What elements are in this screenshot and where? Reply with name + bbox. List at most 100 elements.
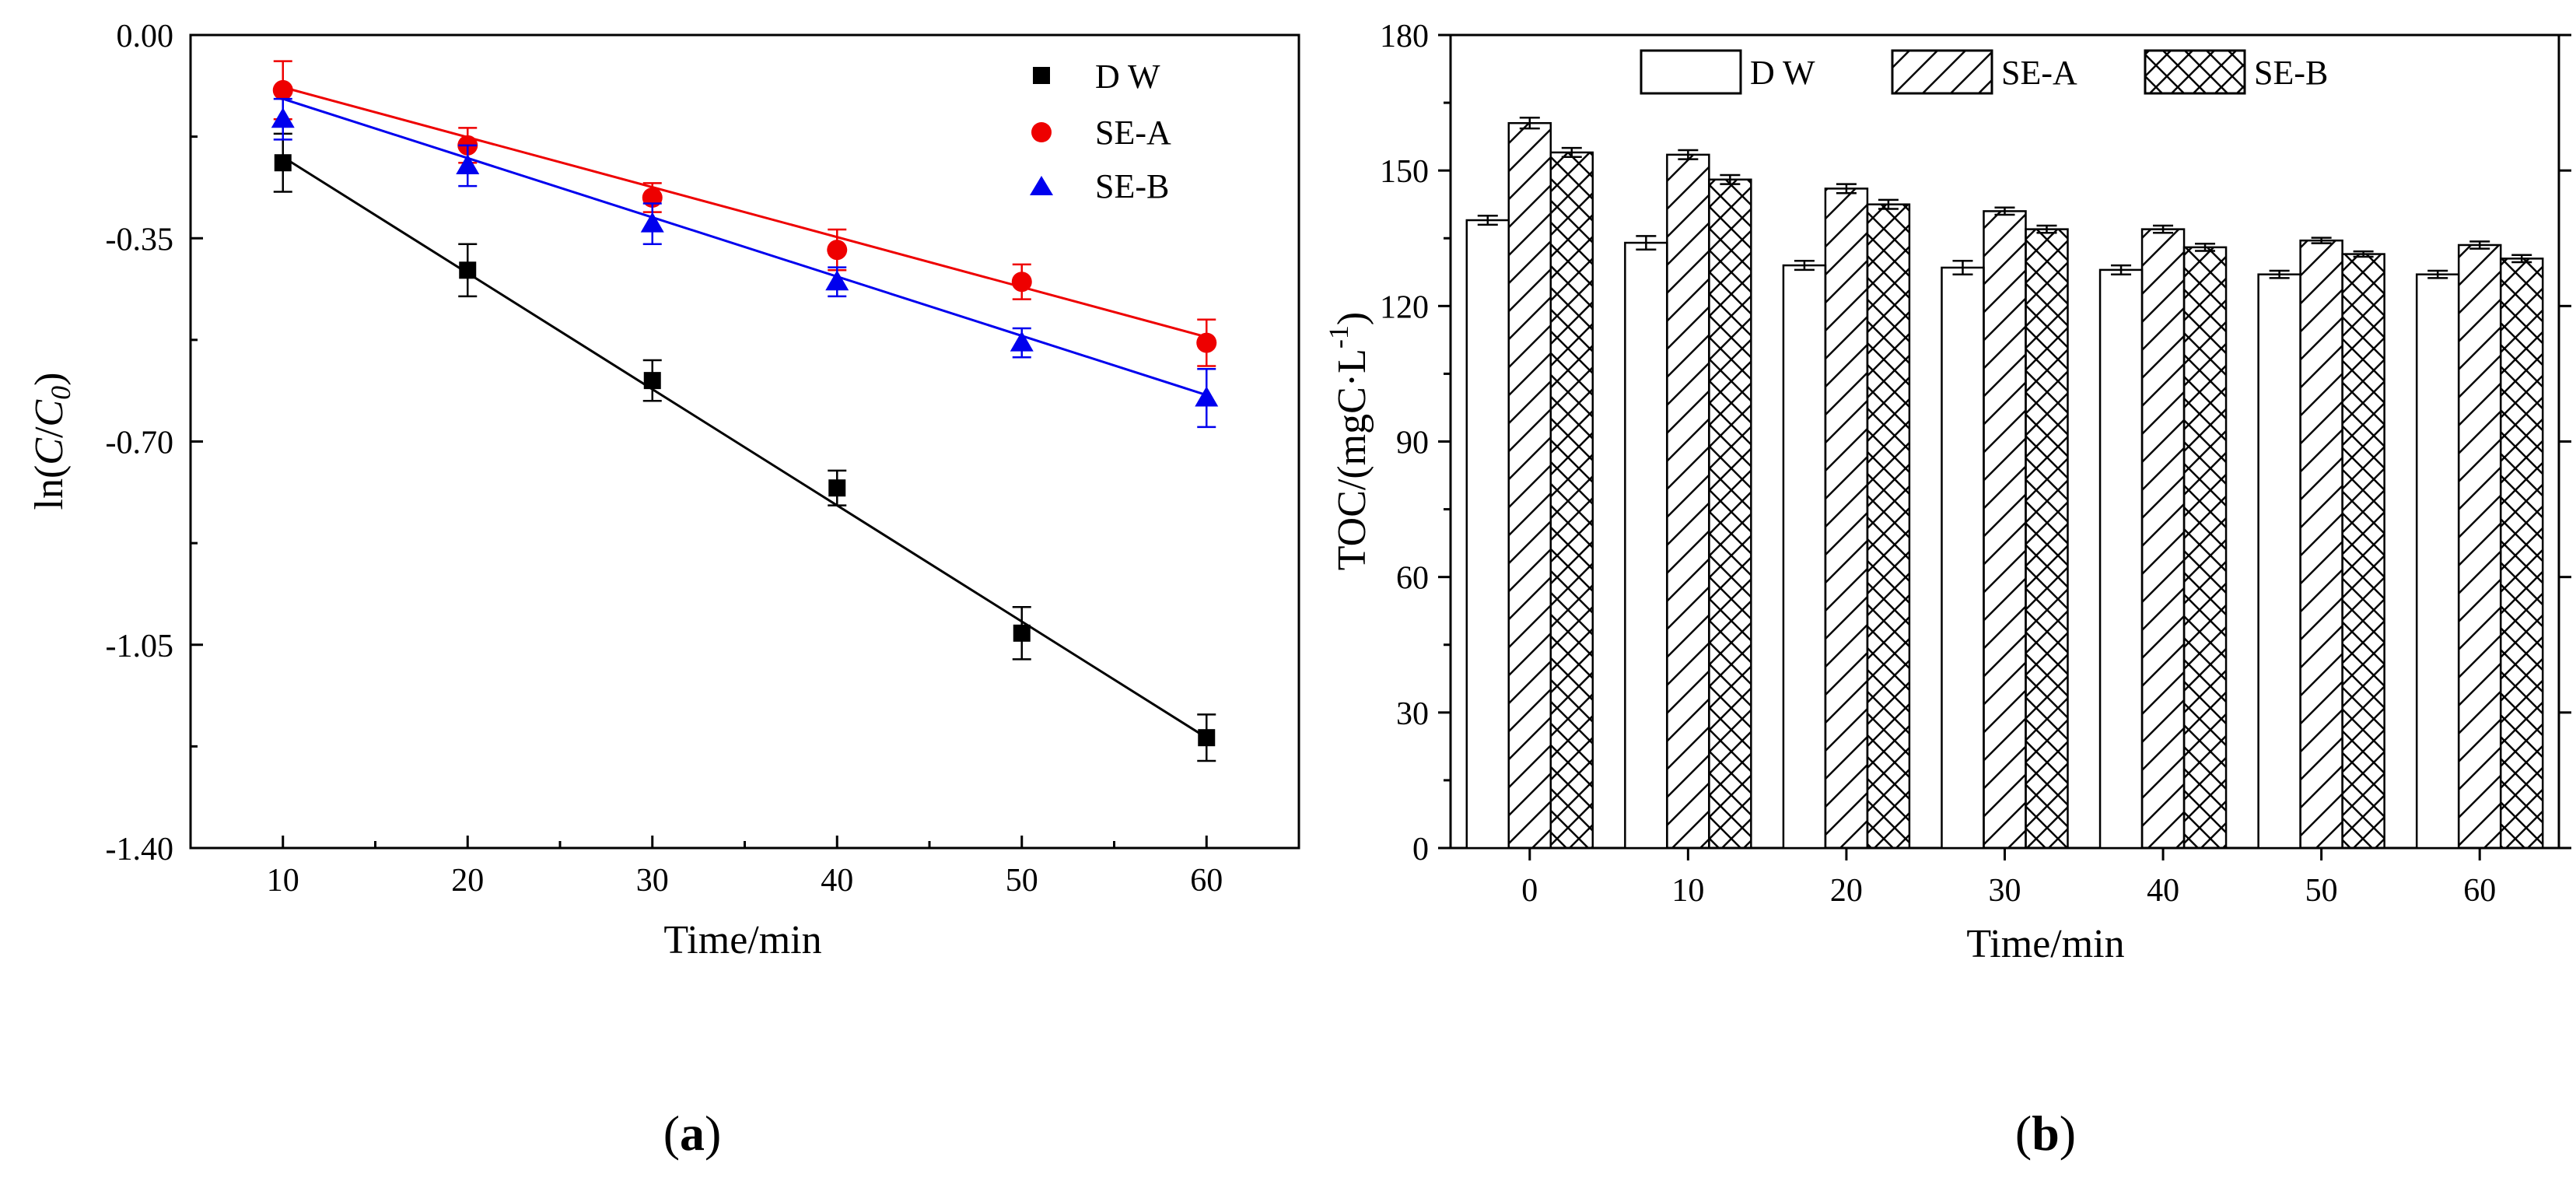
- data-point-se-b: [1010, 327, 1034, 359]
- bar-rect: [2299, 239, 2343, 850]
- bar-rect: [2499, 258, 2544, 850]
- legend-label-se-b: SE-B: [2254, 54, 2328, 92]
- chart-b-ticks: 0 10 20 30 40 50 60 0 30 60 90 120 150 180: [1380, 19, 2571, 909]
- bar-se-a: [1983, 206, 2027, 850]
- marker-square: [459, 261, 477, 279]
- chart-a-x-tick-label: 30: [636, 863, 669, 899]
- marker-circle: [827, 240, 848, 261]
- legend-label-se-a: SE-A: [1095, 114, 1171, 152]
- bar-rect: [2341, 253, 2385, 850]
- data-point-d-w: [828, 469, 847, 506]
- legend-swatch-dw: [1640, 49, 1742, 95]
- chart-a-x-tick-label: 10: [267, 863, 299, 899]
- data-point-se-b: [825, 266, 849, 298]
- bar-d-w: [2415, 269, 2460, 850]
- bar-rect: [1708, 178, 1752, 850]
- legend-swatch-se-b: [2144, 49, 2246, 95]
- data-point-d-w: [1197, 713, 1216, 762]
- bar-se-a: [1824, 183, 1869, 850]
- data-point-se-b: [456, 144, 480, 187]
- bar-d-w: [1941, 260, 1985, 850]
- chart-a-ticks: 10 20 30 40 50 60 0.00 -0.35 -0.70 -1.05 -1.40: [106, 19, 1300, 899]
- chart-b-bars: [1465, 116, 2544, 850]
- chart-b-x-tick-label: 0: [1521, 873, 1538, 909]
- fit-line-d-w: [282, 156, 1208, 739]
- chart-b-y-tick-label: 30: [1396, 696, 1429, 732]
- chart-a-frame: [189, 33, 1300, 850]
- bar-rect: [1465, 219, 1510, 850]
- marker-triangle: [825, 270, 849, 291]
- bar-rect: [2140, 228, 2186, 850]
- data-point-d-w: [458, 243, 478, 298]
- chart-a-x-tick-label: 60: [1190, 863, 1223, 899]
- bar-se-b: [1866, 198, 1911, 850]
- data-point-se-a: [827, 228, 848, 272]
- data-point-d-w: [273, 132, 292, 193]
- data-point-se-a: [1011, 263, 1032, 300]
- chart-b-y-tick-label: 60: [1396, 561, 1429, 597]
- data-point-d-w: [1012, 605, 1031, 661]
- bar-rect: [2098, 268, 2144, 850]
- legend-label-dw: D W: [1095, 58, 1160, 96]
- chart-a-y-tick-label: 0.00: [117, 19, 174, 54]
- bar-rect: [2457, 244, 2502, 850]
- chart-a-y-tick-label: -0.70: [106, 426, 174, 461]
- chart-b-y-tick-label: 180: [1380, 19, 1429, 54]
- chart-a-y-axis-title: ln(C/C0): [27, 373, 76, 510]
- legend-marker-se-b: [1030, 176, 1053, 195]
- bar-d-w: [1465, 214, 1510, 850]
- bar-se-b: [2341, 250, 2385, 850]
- fit-line-se-a: [282, 86, 1207, 338]
- chart-b-x-tick-label: 50: [2305, 873, 2338, 909]
- chart-b-x-tick-label: 30: [1989, 873, 2021, 909]
- data-point-d-w: [642, 359, 662, 402]
- chart-b: 0 10 20 30 40 50 60 0 30 60 90 120 150 180 D W SE-A S…: [1323, 19, 2571, 1161]
- bar-rect: [2025, 228, 2069, 850]
- data-point-se-b: [1195, 367, 1219, 429]
- marker-square: [828, 479, 846, 497]
- chart-b-x-tick-label: 60: [2463, 873, 2496, 909]
- chart-b-x-tick-label: 40: [2147, 873, 2179, 909]
- chart-a-y-tick-label: -1.05: [106, 629, 174, 664]
- legend-marker-se-a: [1031, 122, 1052, 142]
- bar-se-a: [2140, 224, 2186, 850]
- fit-line-se-b: [282, 97, 1207, 397]
- bar-se-b: [2499, 254, 2544, 850]
- chart-a-points: [271, 60, 1219, 762]
- marker-triangle: [271, 107, 295, 128]
- legend-label-se-b: SE-B: [1095, 167, 1169, 205]
- marker-triangle: [640, 212, 664, 233]
- panel-label-a: (a): [663, 1106, 722, 1161]
- legend-label-se-a: SE-A: [2001, 54, 2077, 92]
- panel-label-b: (b): [2015, 1106, 2076, 1161]
- chart-a-legend: D W SE-A SE-B: [1030, 58, 1171, 205]
- bar-d-w: [2098, 264, 2144, 850]
- chart-a: 10 20 30 40 50 60 0.00 -0.35 -0.70 -1.05 -1.40 D W…: [27, 19, 1300, 1161]
- chart-b-x-tick-label: 20: [1830, 873, 1863, 909]
- chart-b-y-tick-label: 120: [1380, 289, 1429, 325]
- data-point-se-a: [1196, 318, 1217, 367]
- marker-square: [1013, 624, 1031, 642]
- bar-se-b: [1708, 173, 1752, 850]
- chart-a-x-tick-label: 40: [821, 863, 853, 899]
- bar-rect: [2257, 273, 2301, 850]
- bar-rect: [2415, 273, 2460, 850]
- bar-rect: [1941, 266, 1985, 850]
- marker-circle: [1196, 332, 1217, 353]
- bar-se-a: [1507, 116, 1552, 850]
- bar-se-a: [2299, 237, 2343, 850]
- chart-b-y-tick-label: 0: [1412, 832, 1429, 867]
- bar-rect: [1782, 264, 1827, 850]
- data-point-se-b: [271, 97, 295, 141]
- legend-swatch-se-a: [1891, 49, 1993, 95]
- marker-square: [1198, 729, 1216, 747]
- bar-se-a: [1666, 149, 1710, 850]
- bar-se-b: [2025, 224, 2069, 850]
- bar-se-a: [2457, 240, 2502, 850]
- marker-circle: [1011, 272, 1032, 293]
- bar-rect: [1549, 151, 1594, 850]
- marker-triangle: [456, 153, 480, 174]
- chart-a-x-tick-label: 20: [451, 863, 484, 899]
- chart-b-y-tick-label: 150: [1380, 154, 1429, 190]
